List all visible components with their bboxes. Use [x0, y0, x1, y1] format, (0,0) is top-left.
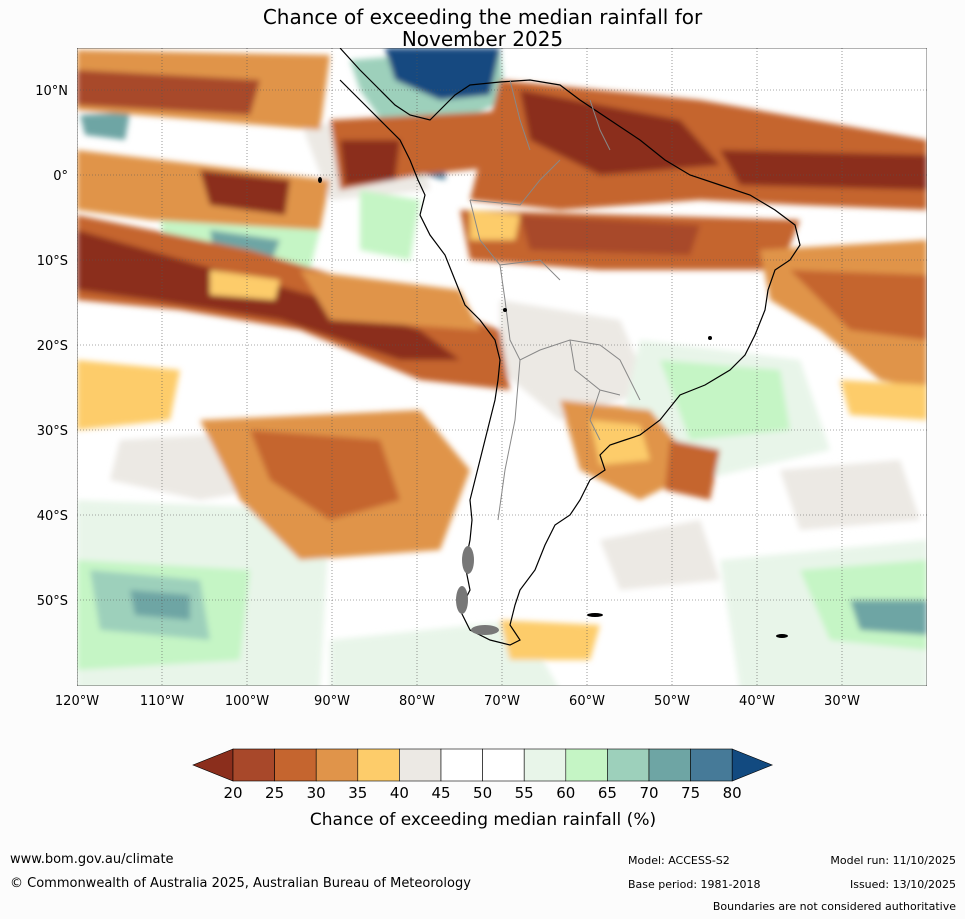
colorbar-tick-label: 40 — [390, 784, 409, 802]
lat-tick: 50°S — [37, 594, 68, 609]
colorbar-label: Chance of exceeding median rainfall (%) — [310, 810, 656, 830]
lat-tick: 0° — [53, 169, 68, 184]
islands — [318, 177, 788, 638]
chilean-fjords — [456, 546, 499, 635]
lat-tick: 20°S — [37, 339, 68, 354]
lon-tick: 60°W — [569, 694, 605, 709]
base-period: Base period: 1981-2018 — [628, 878, 761, 891]
colorbar-segment — [315, 748, 359, 782]
footer-copyright: © Commonwealth of Australia 2025, Austra… — [10, 876, 471, 891]
colorbar-segment — [232, 748, 275, 782]
colorbar-segment — [648, 748, 691, 782]
colorbar-tick-label: 45 — [431, 784, 450, 802]
colorbar-extend-high — [731, 748, 774, 782]
lat-tick: 40°S — [37, 509, 68, 524]
colorbar-tick-label: 65 — [598, 784, 617, 802]
colorbar-segment — [274, 748, 317, 782]
lon-tick: 70°W — [484, 694, 520, 709]
colorbar-segment — [482, 748, 525, 782]
colorbar — [192, 748, 774, 782]
colorbar-extend-low — [192, 748, 234, 782]
colorbar-tick-label: 55 — [515, 784, 534, 802]
colorbar-tick-label: 25 — [265, 784, 284, 802]
colorbar-segment — [399, 748, 442, 782]
colorbar-tick-label: 35 — [348, 784, 367, 802]
lon-tick: 80°W — [399, 694, 435, 709]
lon-tick: 30°W — [824, 694, 860, 709]
country-borders — [469, 79, 641, 521]
lon-tick: 50°W — [654, 694, 690, 709]
lon-tick: 90°W — [314, 694, 350, 709]
colorbar-tick-label: 20 — [223, 784, 242, 802]
boundary-disclaimer: Boundaries are not considered authoritat… — [712, 900, 956, 913]
lon-tick: 100°W — [225, 694, 269, 709]
latitude-axis: 10°N 0° 10°S 20°S 30°S 40°S 50°S — [35, 84, 68, 609]
longitude-axis: 120°W 110°W 100°W 90°W 80°W 70°W 60°W 50… — [55, 694, 860, 709]
colorbar-segment — [440, 748, 483, 782]
colorbar-segment — [523, 748, 567, 782]
colorbar-segment — [565, 748, 608, 782]
colorbar-segment — [690, 748, 733, 782]
chart-title-line1: Chance of exceeding the median rainfall … — [262, 5, 703, 29]
lon-tick: 40°W — [739, 694, 775, 709]
colorbar-segment — [357, 748, 400, 782]
model-name: Model: ACCESS-S2 — [628, 854, 730, 867]
colorbar-tick-label: 75 — [681, 784, 700, 802]
issued-date: Issued: 13/10/2025 — [849, 878, 956, 891]
colorbar-tick-label: 50 — [473, 784, 492, 802]
colorbar-ticks: 20 25 30 35 40 45 50 55 60 65 70 75 80 — [223, 784, 741, 802]
colorbar-tick-label: 80 — [723, 784, 742, 802]
lat-tick: 10°N — [35, 84, 68, 99]
graticule — [77, 48, 927, 686]
lat-tick: 10°S — [37, 254, 68, 269]
lon-tick: 110°W — [140, 694, 184, 709]
colorbar-tick-label: 60 — [556, 784, 575, 802]
rainfall-probability-field — [77, 48, 927, 686]
south-america-coastline — [339, 48, 801, 646]
chart-title-line2: November 2025 — [401, 27, 564, 51]
lat-tick: 30°S — [37, 424, 68, 439]
model-run: Model run: 11/10/2025 — [830, 854, 956, 867]
colorbar-tick-label: 30 — [307, 784, 326, 802]
footer-url[interactable]: www.bom.gov.au/climate — [10, 852, 174, 867]
lon-tick: 120°W — [55, 694, 99, 709]
colorbar-tick-label: 70 — [639, 784, 658, 802]
colorbar-segment — [607, 748, 650, 782]
